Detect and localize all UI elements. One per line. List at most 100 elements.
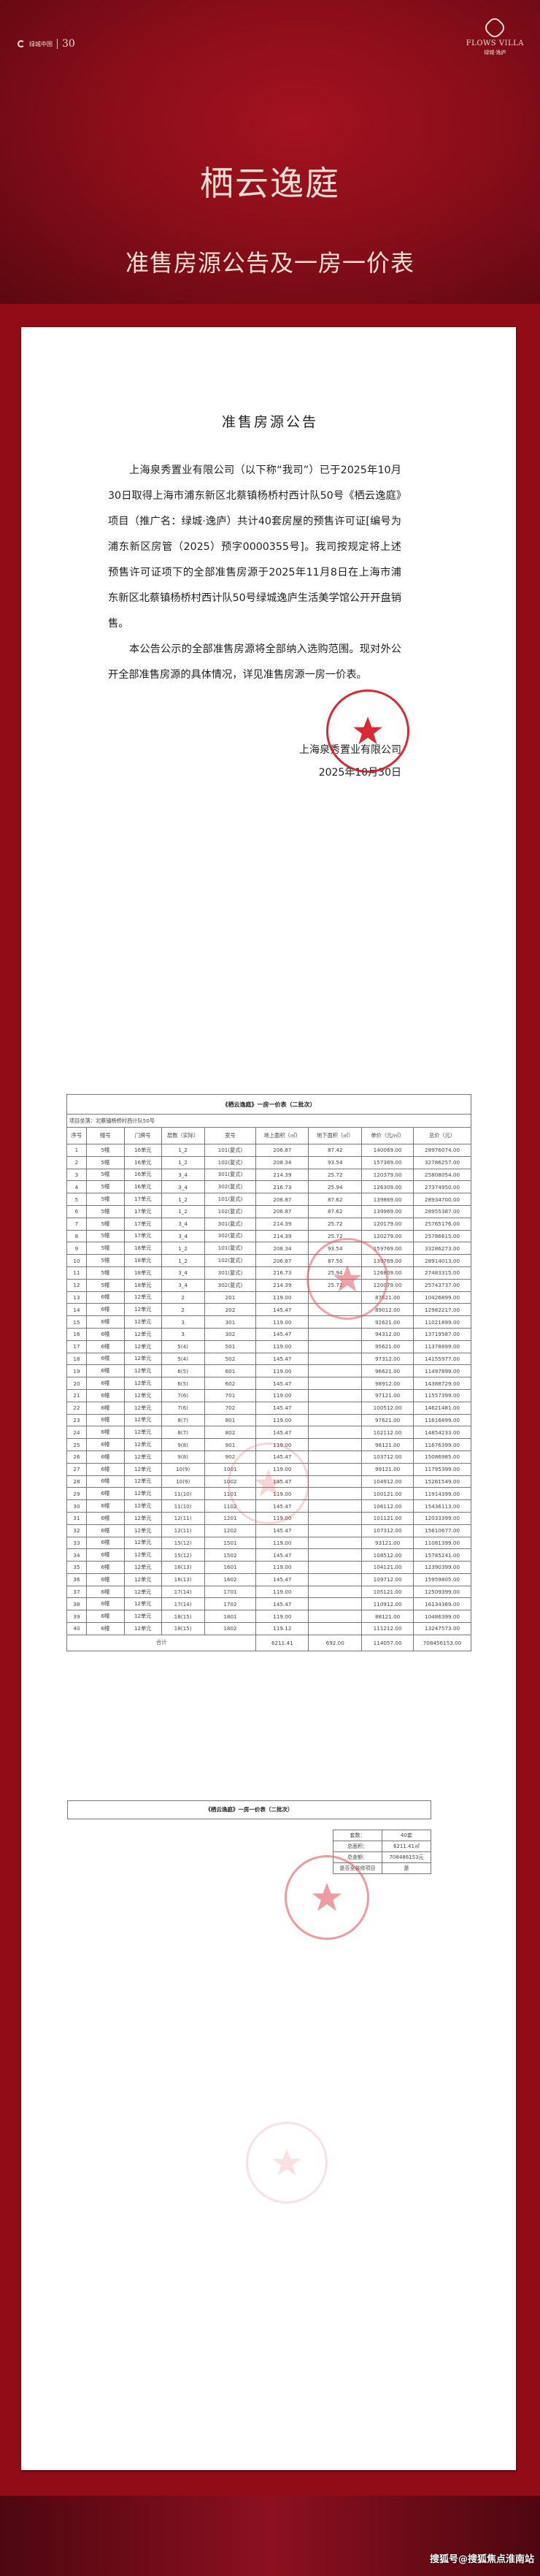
cell-total-price: 11795399.00 (413, 1462, 471, 1476)
cell-building: 6幢 (85, 1352, 125, 1366)
cell-below-area (308, 1339, 363, 1353)
cell-floor: 10(9) (161, 1462, 205, 1476)
cell-building: 6幢 (85, 1622, 125, 1635)
cell-unit: 12单元 (123, 1536, 162, 1550)
cell-room: 1802 (204, 1622, 257, 1635)
cell-above-area: 119.00 (255, 1585, 309, 1599)
cell-below-area (308, 1585, 363, 1599)
cell-floor: 12(11) (161, 1511, 205, 1525)
cell-building: 6幢 (85, 1499, 125, 1513)
table-row: 13 6幢 12单元 2 201 119.00 87621.00 10426899.00 (66, 1291, 471, 1304)
cell-room: 1001 (204, 1462, 257, 1476)
table-row: 11 5幢 18单元 3_4 301(复式) 216.73 25.94 126809.00 27… (66, 1266, 471, 1280)
cell-unit: 12单元 (123, 1462, 162, 1476)
table-row: 19 6幢 12单元 6(5) 601 119.00 96621.00 11497899.00 (66, 1364, 471, 1378)
cell-building: 6幢 (85, 1487, 125, 1501)
cell-building: 5幢 (85, 1168, 125, 1182)
cell-room: 1702 (204, 1597, 257, 1611)
cell-total-price: 11676399.00 (413, 1438, 471, 1451)
cell-unit: 12单元 (123, 1438, 162, 1451)
table-row: 4 5幢 16单元 3_4 302(复式) 216.73 25.94 126309.00 273… (66, 1180, 471, 1194)
cell-floor: 17(14) (161, 1597, 205, 1611)
cell-row-number: 24 (66, 1426, 87, 1440)
cell-unit: 12单元 (123, 1548, 162, 1562)
cell-floor: 16(13) (161, 1572, 205, 1586)
cell-room: 701 (204, 1388, 257, 1402)
cell-room: 101(复式) (204, 1193, 257, 1206)
cell-room: 1101 (204, 1487, 257, 1501)
cell-room: 601 (204, 1364, 257, 1378)
cell-unit-price: 107312.00 (361, 1524, 414, 1537)
cell-above-area: 119.00 (255, 1462, 309, 1476)
column-header: 室号 (204, 1127, 257, 1144)
summary-label: 是否全装修项目 (333, 1862, 382, 1874)
cell-row-number: 35 (66, 1561, 87, 1574)
cell-building: 6幢 (85, 1364, 125, 1378)
cell-total-price: 25765176.00 (413, 1217, 471, 1231)
cell-above-area: 214.39 (255, 1278, 309, 1292)
cell-unit-price: 93121.00 (361, 1536, 414, 1550)
cell-floor: 1_2 (161, 1144, 205, 1157)
cell-room: 1801 (204, 1610, 257, 1624)
table-row: 14 6幢 12单元 2 202 145.47 89012.00 12982217.00 (66, 1303, 471, 1317)
cell-above-area: 145.47 (255, 1524, 309, 1537)
cell-room: 201 (204, 1291, 257, 1304)
table-row: 22 6幢 12单元 7(6) 702 145.47 100512.00 14621481.0… (66, 1401, 471, 1415)
cell-room: 501 (204, 1339, 257, 1353)
cell-unit: 12单元 (123, 1377, 162, 1390)
cell-floor: 1_2 (161, 1254, 205, 1267)
table-row: 2 5幢 16单元 1_2 102(复式) 208.34 93.54 157369.00 327… (66, 1155, 471, 1169)
cell-above-area: 145.47 (255, 1499, 309, 1513)
cell-unit-price: 109712.00 (361, 1572, 414, 1586)
cell-row-number: 8 (66, 1229, 87, 1243)
cell-above-area: 216.73 (255, 1180, 309, 1194)
cell-row-number: 21 (66, 1388, 87, 1402)
cell-unit-price: 95621.00 (361, 1339, 414, 1353)
cell-floor: 2 (161, 1303, 205, 1317)
table-row: 12 5幢 18单元 3_4 302(复式) 214.39 25.72 120079.00 25… (66, 1278, 471, 1292)
cell-above-area: 145.47 (255, 1572, 309, 1586)
cell-unit-price: 99121.00 (361, 1462, 414, 1476)
cell-below-area (308, 1291, 363, 1304)
cell-above-area: 208.34 (255, 1155, 309, 1169)
cell-building: 6幢 (85, 1597, 125, 1611)
cell-total-price: 15785241.00 (413, 1548, 471, 1562)
summary-value: 6211.41㎡ (382, 1841, 431, 1852)
cell-total-price: 12033399.00 (413, 1511, 471, 1525)
cell-unit: 16单元 (123, 1155, 162, 1169)
cell-total-price: 12390399.00 (413, 1561, 471, 1574)
cell-total-price: 11616899.00 (413, 1413, 471, 1427)
table-row: 5 5幢 17单元 1_2 101(复式) 206.87 87.62 139869.00 289… (66, 1193, 471, 1206)
cell-above-area: 145.47 (255, 1548, 309, 1562)
cell-below-area (308, 1475, 363, 1488)
cell-below-area (308, 1315, 363, 1329)
cell-building: 6幢 (85, 1511, 125, 1525)
cell-room: 102(复式) (204, 1204, 257, 1218)
cell-building: 5幢 (85, 1229, 125, 1243)
cell-unit-price: 97621.00 (361, 1413, 414, 1427)
cell-total-price: 11914399.00 (413, 1487, 471, 1501)
watermark: 搜狐号@搜狐焦点淮南站 (429, 2554, 534, 2565)
cell-building: 5幢 (85, 1204, 125, 1218)
cell-floor: 18(15) (161, 1610, 205, 1624)
cell-building: 6幢 (85, 1536, 125, 1550)
cell-unit-price: 126809.00 (361, 1266, 414, 1280)
cell-unit-price: 97121.00 (361, 1388, 414, 1402)
cell-above-area: 206.87 (255, 1254, 309, 1267)
cell-building: 6幢 (85, 1303, 125, 1317)
cell-total-price: 25808054.00 (413, 1168, 471, 1182)
cell-unit: 12单元 (123, 1597, 162, 1611)
page-title: 栖云逸庭 (200, 164, 340, 203)
cell-unit-price: 159769.00 (361, 1242, 414, 1255)
cell-unit-price: 94312.00 (361, 1327, 414, 1341)
price-table-title: 《栖云逸庭》一房一价表（二批次） (66, 1094, 471, 1115)
cell-above-area: 119.12 (255, 1622, 309, 1635)
table-row: 15 6幢 12单元 3 301 119.00 92621.00 11021899.00 (66, 1315, 471, 1329)
cell-room: 301(复式) (204, 1168, 257, 1182)
cell-floor: 3_4 (161, 1229, 205, 1243)
cell-room: 802 (204, 1426, 257, 1440)
cell-unit: 16单元 (123, 1144, 162, 1157)
cell-building: 6幢 (85, 1291, 125, 1304)
cell-row-number: 18 (66, 1352, 87, 1366)
cell-below-area (308, 1487, 363, 1501)
